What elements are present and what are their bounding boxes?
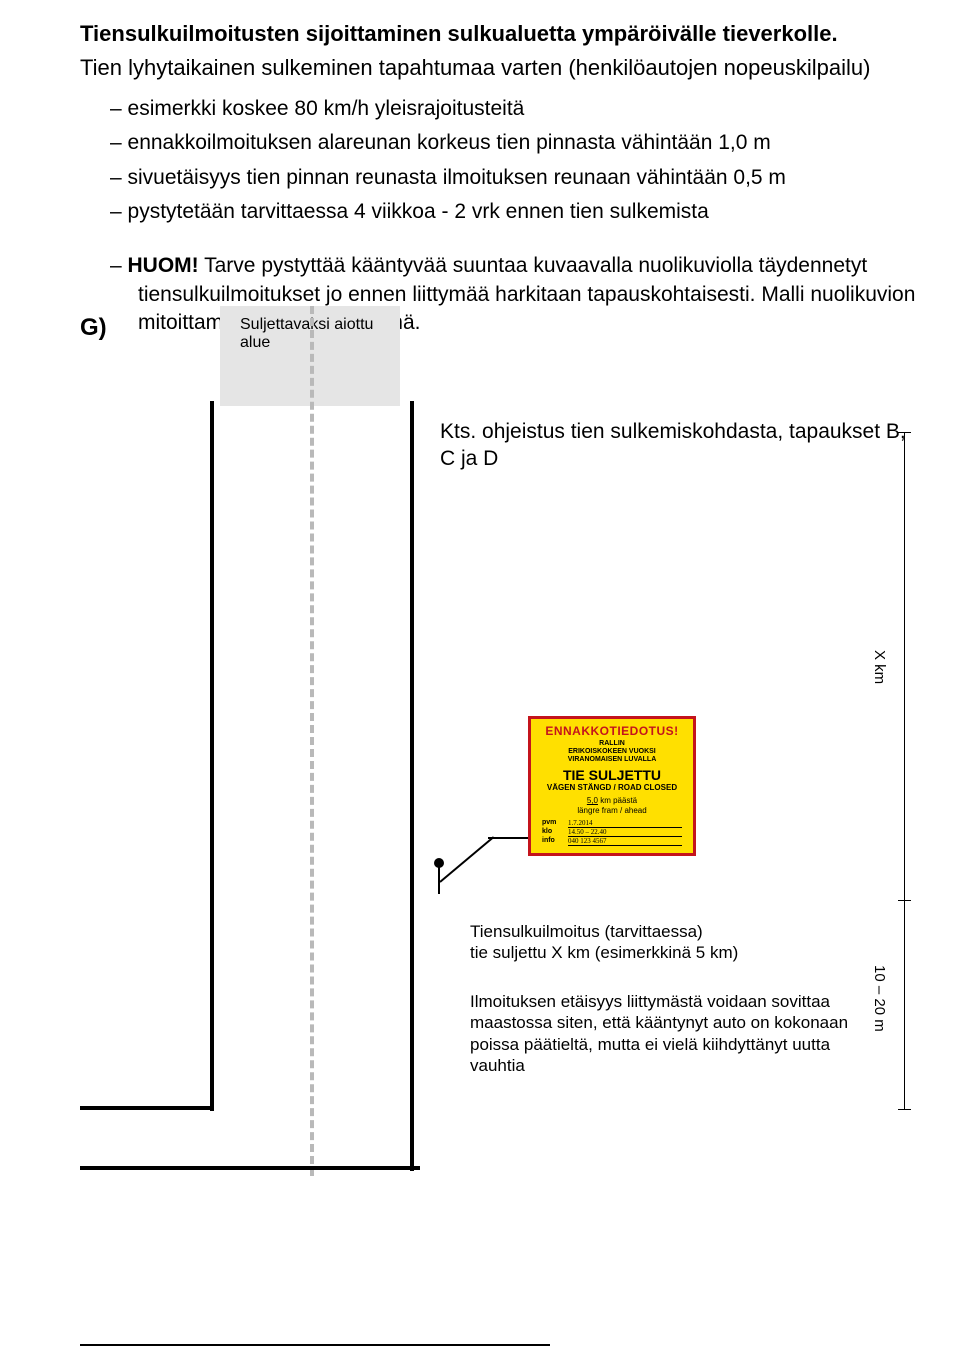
sign-distance: 5,0 km päästä längre fram / ahead [538,796,686,815]
sign-distance-value: 5,0 [587,796,598,805]
note-lead: HUOM! [128,254,199,277]
list-item: sivuetäisyys tien pinnan reunasta ilmoit… [110,164,920,192]
reference-note: Kts. ohjeistus tien sulkemiskohdasta, ta… [440,418,910,473]
page-subtitle: Tien lyhytaikainen sulkeminen tapahtumaa… [80,54,920,82]
page: Tiensulkuilmoitusten sijoittaminen sulku… [0,0,960,1372]
road-edge-left [210,401,214,1111]
sign-leader-line [488,837,528,839]
sign-row-key: klo [542,828,568,837]
measure-1020: 10 – 20 m [890,900,920,1110]
sign-row: klo 14.50 – 22.40 [542,828,682,837]
sign-heading: ENNAKKOTIEDOTUS! [538,724,686,738]
list-item: ennakkoilmoituksen alareunan korkeus tie… [110,129,920,157]
sign-distance-unit: km päästä [600,796,637,805]
measure-xkm-label: X km [871,650,888,684]
measure-xkm: X km [890,420,920,900]
road-diagram: G) Suljettavaksi aiottu alue Kts. ohjeis… [80,306,920,1181]
bullet-list: esimerkki koskee 80 km/h yleisrajoituste… [110,95,920,226]
list-item: pystytetään tarvittaessa 4 viikkoa - 2 v… [110,198,920,226]
page-title: Tiensulkuilmoitusten sijoittaminen sulku… [80,20,920,48]
sign-row-key: pvm [542,819,568,828]
sign-row-value: 14.50 – 22.40 [568,828,682,837]
sign-main: TIE SULJETTU [538,767,686,783]
sign-row: pvm 1.7.2014 [542,819,682,828]
sign-row: info 040 123 4567 [542,837,682,846]
sign-row-value: 1.7.2014 [568,819,682,828]
advance-notice-sign: ENNAKKOTIEDOTUS! RALLINERIKOISKOKEEN VUO… [528,716,696,856]
sign-row-key: info [542,837,568,846]
caption-sign: Tiensulkuilmoitus (tarvittaessa)tie sulj… [470,921,870,964]
closed-area-label: Suljettavaksi aiottu alue [240,316,400,352]
list-item: esimerkki koskee 80 km/h yleisrajoituste… [110,95,920,123]
measure-1020-label: 10 – 20 m [871,965,888,1032]
caption-placement: Ilmoituksen etäisyys liittymästä voidaan… [470,991,870,1076]
sign-translation: VÄGEN STÄNGD / ROAD CLOSED [538,783,686,792]
section-label: G) [80,314,107,342]
intersection-line-bottom [80,1166,420,1170]
road-centerline [310,306,314,1176]
footer-rule [80,1344,550,1346]
sign-info-rows: pvm 1.7.2014 klo 14.50 – 22.40 info 040 … [538,819,686,846]
sign-subheading: RALLINERIKOISKOKEEN VUOKSIVIRANOMAISEN L… [538,740,686,764]
sign-distance-sub: längre fram / ahead [577,806,646,815]
intersection-line-top [80,1106,210,1110]
sign-row-value: 040 123 4567 [568,837,682,846]
sign-leader-line [439,836,494,883]
road-edge-right [410,401,414,1171]
